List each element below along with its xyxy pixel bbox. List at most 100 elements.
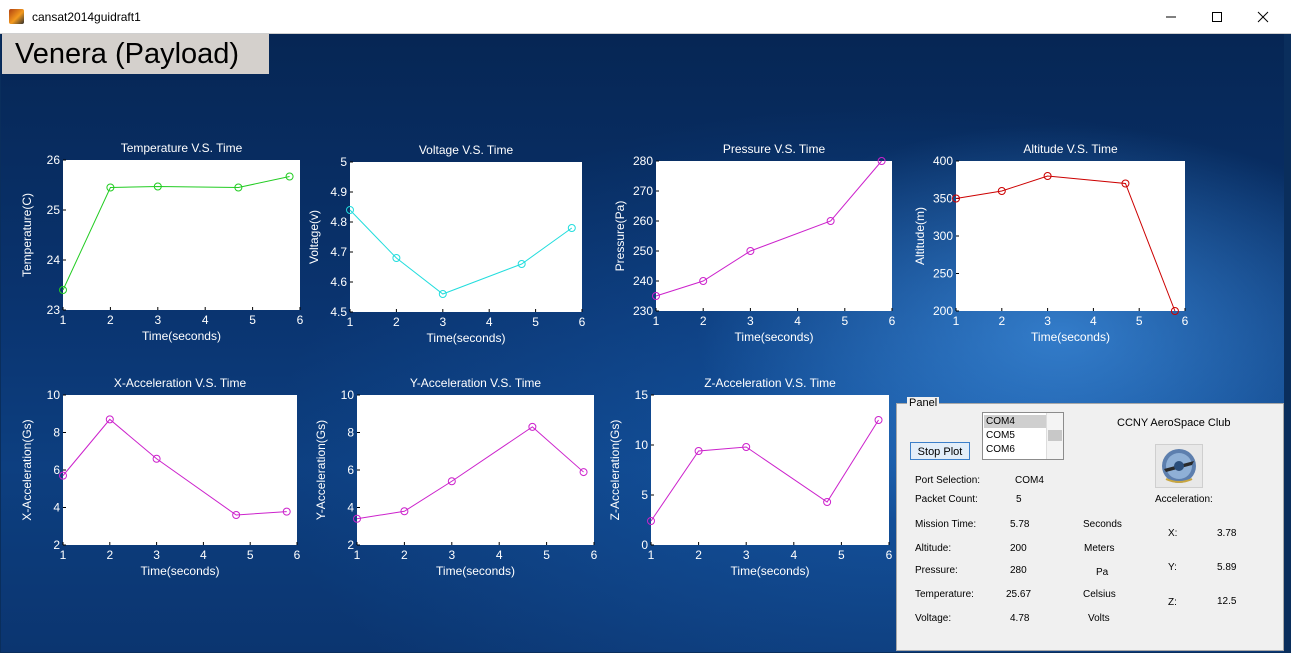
x-tick-label: 5	[841, 314, 848, 328]
x-tick-label: 3	[747, 314, 754, 328]
data-point	[874, 416, 883, 424]
port-option[interactable]: COM6	[986, 444, 1015, 455]
data-point	[823, 498, 832, 506]
maximize-icon[interactable]	[1194, 0, 1240, 33]
y-tick-label: 25	[47, 203, 61, 217]
data-point	[447, 477, 456, 486]
axes-area	[651, 395, 889, 545]
x-tick-label: 4	[496, 548, 503, 562]
x-axis-label: Time(seconds)	[427, 331, 506, 345]
accel-x-value: 3.78	[1217, 528, 1237, 539]
x-tick-label: 2	[107, 313, 114, 327]
pressure-label: Pressure:	[915, 565, 958, 576]
x-axis-label: Time(seconds)	[735, 330, 814, 344]
x-tick-label: 1	[60, 313, 67, 327]
port-option[interactable]: COM5	[986, 430, 1015, 441]
x-axis-label: Time(seconds)	[141, 564, 220, 578]
y-tick-label: 10	[47, 388, 61, 402]
y-axis-label: Z-Acceleration(Gs)	[608, 420, 622, 521]
packet-count-label: Packet Count:	[915, 494, 978, 505]
listbox-scrollbar[interactable]	[1046, 413, 1063, 459]
y-tick-label: 2	[53, 538, 60, 552]
data-point	[285, 172, 294, 181]
axes-area	[357, 395, 594, 545]
accel-x-label: X:	[1168, 528, 1178, 539]
voltage-chart: Voltage V.S. Time 1 2 3 4 5 6 4.5 4.6 4.7 4.8 4.9 5 T…	[307, 143, 586, 345]
window-title: cansat2014guidraft1	[32, 10, 141, 24]
y-tick-label: 2	[347, 538, 354, 552]
x-tick-label: 6	[294, 548, 301, 562]
data-point	[746, 247, 755, 255]
x-tick-label: 2	[700, 314, 707, 328]
data-point	[826, 217, 835, 225]
altitude-label: Altitude:	[915, 543, 952, 554]
y-tick-label: 270	[633, 184, 653, 198]
data-point	[517, 260, 526, 268]
x-tick-label: 3	[154, 313, 161, 327]
y-tick-label: 230	[633, 304, 653, 318]
chart-title: Voltage V.S. Time	[419, 143, 514, 157]
matlab-app-icon	[9, 9, 24, 24]
x-tick-label: 4	[486, 315, 493, 329]
x-tick-label: 6	[886, 548, 893, 562]
y-tick-label: 4	[347, 501, 354, 515]
pressure-value: 280	[1010, 565, 1027, 576]
mission-time-value: 5.78	[1010, 519, 1030, 530]
page-title: Venera (Payload)	[2, 34, 269, 74]
x-tick-label: 1	[953, 314, 960, 328]
data-point	[282, 507, 291, 516]
y-tick-label: 250	[933, 267, 953, 281]
data-point	[392, 254, 401, 262]
port-selection-value: COM4	[1015, 475, 1044, 486]
series-line	[349, 209, 573, 295]
data-point	[652, 292, 660, 300]
chart-title: Pressure V.S. Time	[723, 142, 826, 156]
x-tick-label: 4	[1090, 314, 1097, 328]
data-point	[952, 194, 960, 203]
y-tick-label: 15	[635, 388, 649, 402]
temperature-value: 25.67	[1006, 589, 1032, 600]
x-tick-label: 1	[347, 315, 354, 329]
y-axis-label: Pressure(Pa)	[613, 201, 627, 272]
x-tick-label: 6	[889, 314, 896, 328]
stop-plot-button[interactable]: Stop Plot	[910, 442, 970, 460]
data-point	[694, 447, 703, 455]
minimize-icon[interactable]	[1148, 0, 1194, 33]
mission-time-unit: Seconds	[1083, 519, 1122, 530]
data-point	[400, 507, 409, 516]
data-point	[59, 286, 67, 294]
y-tick-label: 8	[53, 426, 60, 440]
close-icon[interactable]	[1240, 0, 1286, 33]
packet-count-value: 5	[1016, 494, 1022, 505]
club-logo-icon	[1155, 444, 1203, 488]
y-tick-label: 24	[47, 253, 61, 267]
y-tick-label: 26	[47, 153, 61, 167]
x-tick-label: 5	[543, 548, 550, 562]
accel-y-label: Y:	[1168, 562, 1177, 573]
accel-z-label: Z:	[1168, 597, 1177, 608]
y-tick-label: 260	[633, 214, 653, 228]
y-tick-label: 4	[53, 501, 60, 515]
x-tick-label: 6	[591, 548, 598, 562]
x-axis-label: Time(seconds)	[142, 329, 221, 343]
series-line	[955, 175, 1176, 312]
z-acceleration-chart: Z-Acceleration V.S. Time 1 2 3 4 5 6 0 5 10 15 Time…	[608, 376, 893, 578]
port-listbox[interactable]: COM4 COM5 COM6	[982, 412, 1064, 460]
port-selection-label: Port Selection:	[915, 475, 981, 486]
scrollbar-thumb[interactable]	[1048, 430, 1062, 441]
x-axis-label: Time(seconds)	[731, 564, 810, 578]
x-tick-label: 5	[247, 548, 254, 562]
x-tick-label: 6	[297, 313, 304, 327]
x-tick-label: 5	[1136, 314, 1143, 328]
x-tick-label: 4	[794, 314, 801, 328]
x-tick-label: 3	[153, 548, 160, 562]
accel-y-value: 5.89	[1217, 562, 1237, 573]
chart-title: Y-Acceleration V.S. Time	[410, 376, 542, 390]
x-tick-label: 3	[1044, 314, 1051, 328]
window-titlebar: cansat2014guidraft1	[0, 0, 1291, 34]
port-option[interactable]: COM4	[984, 415, 1046, 428]
chart-title: Z-Acceleration V.S. Time	[704, 376, 836, 390]
x-tick-label: 2	[695, 548, 702, 562]
series-line	[655, 160, 882, 297]
x-axis-label: Time(seconds)	[1031, 330, 1110, 344]
